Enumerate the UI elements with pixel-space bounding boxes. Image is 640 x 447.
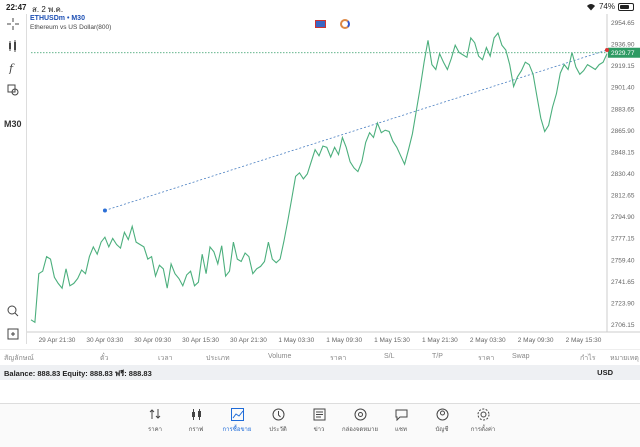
zoom-icon[interactable] [5, 303, 21, 319]
x-tick-label: 1 May 09:30 [326, 337, 362, 344]
nav-item-news[interactable]: ข่าว [301, 408, 337, 434]
trendline-start-point [102, 208, 107, 213]
nav-label: แชท [395, 427, 407, 433]
nav-label: การซื้อขาย [222, 427, 252, 433]
loading-icon [340, 19, 350, 29]
account-icon [436, 408, 448, 421]
trendline [104, 49, 608, 211]
nav-label: กล่องจดหมาย [341, 427, 379, 433]
table-column-header[interactable]: ตั๋ว [100, 355, 109, 362]
x-tick-label: 30 Apr 09:30 [134, 337, 171, 344]
nav-item-settings[interactable]: การตั้งค่า [465, 408, 501, 434]
wifi-icon [586, 3, 595, 10]
trendline-end-point [605, 48, 609, 53]
x-tick-label: 30 Apr 15:30 [182, 337, 219, 344]
current-price-box [608, 47, 640, 58]
y-tick-label: 2848.15 [611, 149, 635, 156]
x-tick-label: 30 Apr 03:30 [86, 337, 123, 344]
candles-icon [191, 409, 201, 420]
nav-item-chat[interactable]: แชท [383, 408, 419, 434]
y-tick-label: 2901.40 [611, 85, 635, 92]
y-tick-label: 2777.15 [611, 236, 635, 243]
nav-item-history[interactable]: ประวัติ [260, 408, 296, 434]
news-icon [313, 408, 325, 421]
balance-summary: Balance: 888.83 Equity: 888.83 ฟรี: 888.… [4, 369, 152, 378]
table-column-header[interactable]: S/L [384, 353, 395, 360]
nav-label: ราคา [148, 427, 162, 433]
trade-icon [230, 408, 244, 421]
table-column-header[interactable]: เวลา [158, 355, 173, 362]
y-tick-label: 2812.65 [611, 193, 635, 200]
table-column-header[interactable]: กำไร [580, 355, 596, 362]
chat-icon [395, 409, 407, 421]
bottom-nav: ราคา กราฟ การซื้อขาย ประวัติ ข่าว กล่องจดหมาย… [0, 403, 640, 447]
y-tick-label: 2706.15 [611, 322, 635, 329]
x-tick-label: 2 May 03:30 [470, 337, 506, 344]
objects-icon[interactable] [5, 82, 21, 98]
nav-item-trade[interactable]: การซื้อขาย [219, 408, 255, 434]
x-tick-label: 1 May 15:30 [374, 337, 410, 344]
trade-table-header: สัญลักษณ์ ตั๋ว เวลา ประเภท Volume ราคา S/L T/P ร… [0, 349, 640, 363]
y-tick-label: 2883.65 [611, 106, 635, 113]
clock: 22:47 [6, 3, 27, 12]
battery-percent: 74% [598, 2, 615, 11]
y-tick-label: 2759.40 [611, 257, 635, 264]
svg-text:f: f [8, 62, 15, 74]
x-tick-label: 29 Apr 21:30 [39, 337, 76, 344]
quotes-icon [149, 409, 160, 419]
table-column-header[interactable]: Swap [512, 353, 530, 360]
y-tick-label: 2919.15 [611, 63, 635, 70]
x-tick-label: 2 May 15:30 [566, 337, 602, 344]
battery-icon [618, 2, 634, 11]
account-currency: USD [597, 368, 613, 377]
x-tick-label: 1 May 03:30 [278, 337, 314, 344]
balance-row: Balance: 888.83 Equity: 888.83 ฟรี: 888.… [0, 365, 640, 380]
history-icon [272, 408, 284, 421]
y-tick-label: 2865.90 [611, 128, 635, 135]
y-tick-label: 2936.90 [611, 42, 635, 49]
chart-description: Ethereum vs US Dollar(800) [30, 24, 112, 31]
nav-item-account[interactable]: บัญชี [424, 408, 460, 434]
date: ส. 2 พ.ค. [32, 5, 64, 14]
y-tick-label: 2954.65 [611, 20, 635, 27]
table-column-header[interactable]: สัญลักษณ์ [4, 355, 34, 362]
nav-label: ประวัติ [269, 427, 287, 433]
x-tick-label: 30 Apr 21:30 [230, 337, 267, 344]
x-tick-label: 2 May 09:30 [518, 337, 554, 344]
new-order-icon[interactable] [5, 326, 21, 342]
y-tick-label: 2741.65 [611, 279, 635, 286]
x-tick-label: 1 May 21:30 [422, 337, 458, 344]
table-column-header[interactable]: ราคา [478, 355, 495, 362]
one-click-trading-icon[interactable] [315, 20, 326, 28]
crosshair-icon[interactable] [5, 16, 21, 32]
price-series-line [30, 31, 608, 324]
status-bar: 22:47 ส. 2 พ.ค. 74% [0, 0, 640, 14]
status-right: 74% [586, 2, 634, 11]
y-tick-label: 2830.40 [611, 171, 635, 178]
table-column-header[interactable]: T/P [432, 353, 443, 360]
chart-symbol: ETHUSDm • M30 [30, 15, 85, 22]
settings-icon [477, 408, 489, 421]
indicators-icon[interactable] [5, 38, 21, 54]
table-column-header[interactable]: ประเภท [206, 355, 230, 362]
nav-label: บัญชี [435, 427, 449, 433]
y-tick-label: 2723.90 [611, 300, 635, 307]
table-column-header[interactable]: หมายเหตุ [610, 355, 639, 362]
nav-item-candles[interactable]: กราฟ [178, 408, 214, 434]
nav-label: ข่าว [313, 427, 325, 433]
timeframe-label[interactable]: M30 [4, 119, 22, 129]
chart-toolbar: f M30 [0, 14, 26, 344]
y-tick-label: 2794.90 [611, 214, 635, 221]
current-price-label: 2929.77 [611, 50, 635, 57]
price-chart[interactable]: 2954.65 2936.90 2919.15 2901.40 2883.65 2865.… [27, 14, 640, 344]
mail-icon [354, 408, 366, 421]
table-column-header[interactable]: Volume [268, 353, 292, 360]
nav-label: กราฟ [188, 427, 204, 433]
nav-item-mail[interactable]: กล่องจดหมาย [342, 408, 378, 434]
function-icon[interactable]: f [5, 60, 21, 76]
nav-item-quotes[interactable]: ราคา [137, 408, 173, 434]
nav-label: การตั้งค่า [470, 427, 496, 433]
table-column-header[interactable]: ราคา [330, 355, 347, 362]
chart-area[interactable]: 2954.65 2936.90 2919.15 2901.40 2883.65 2865.… [26, 14, 640, 344]
